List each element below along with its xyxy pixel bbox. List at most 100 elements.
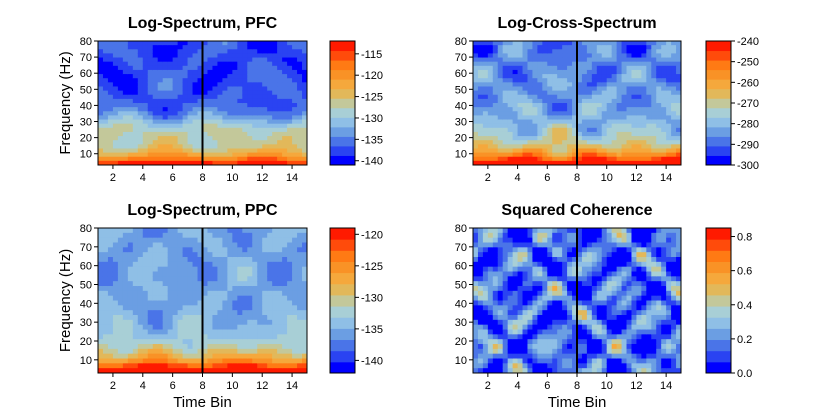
heatmap-cell [473, 136, 479, 141]
heatmap-cell [586, 61, 593, 67]
colorbar-swatch [706, 126, 731, 137]
heatmap-cell [247, 94, 253, 100]
heatmap-cell [162, 281, 169, 287]
heatmap-cell [671, 45, 677, 50]
heatmap-cell [207, 353, 214, 360]
heatmap-cell [606, 136, 613, 141]
heatmap-cell [182, 78, 189, 83]
heatmap-cell [507, 74, 514, 79]
heatmap-cell [482, 315, 489, 321]
heatmap-cell [502, 261, 509, 268]
heatmap-cell [127, 247, 134, 253]
heatmap-cell [292, 98, 298, 104]
heatmap-cell [671, 160, 677, 165]
heatmap-cell [147, 232, 154, 239]
heatmap-cell [287, 127, 293, 133]
heatmap-cell [552, 61, 558, 67]
heatmap-cell [497, 242, 504, 248]
heatmap-cell [232, 69, 238, 75]
heatmap-cell [197, 127, 204, 133]
heatmap-cell [487, 286, 494, 292]
heatmap-cell [282, 242, 288, 248]
heatmap-cell [502, 252, 509, 258]
heatmap-cell [547, 156, 553, 162]
heatmap-cell [532, 334, 538, 340]
heatmap-cell [512, 232, 519, 239]
heatmap-cell [567, 266, 573, 273]
heatmap-cell [262, 315, 268, 321]
heatmap-cell [676, 61, 681, 67]
heatmap-cell [142, 247, 149, 253]
heatmap-cell [257, 65, 263, 71]
heatmap-cell [242, 358, 248, 364]
heatmap-cell [636, 53, 642, 59]
heatmap-cell [591, 78, 598, 83]
heatmap-cell [502, 368, 509, 373]
heatmap-cell [482, 329, 489, 335]
heatmap-cell [636, 310, 642, 316]
heatmap-cell [512, 358, 519, 364]
heatmap-cell [117, 286, 124, 292]
heatmap-cell [182, 324, 189, 331]
heatmap-cell [567, 61, 573, 67]
heatmap-cell [487, 281, 494, 287]
heatmap-cell [142, 148, 149, 154]
heatmap-cell [132, 266, 139, 273]
heatmap-cell [112, 329, 119, 335]
heatmap-cell [557, 266, 563, 273]
heatmap-cell [626, 315, 633, 321]
heatmap-cell [596, 281, 603, 287]
heatmap-cell [192, 78, 199, 83]
heatmap-cell [626, 82, 633, 88]
heatmap-cell [547, 94, 553, 100]
heatmap-cell [497, 123, 504, 129]
heatmap-cell [292, 257, 298, 263]
heatmap-cell [646, 123, 652, 129]
heatmap-cell [107, 353, 114, 360]
heatmap-cell [482, 324, 489, 331]
heatmap-cell [611, 103, 618, 108]
heatmap-cell [577, 324, 583, 331]
heatmap-cell [292, 363, 298, 369]
heatmap-cell [177, 144, 184, 150]
heatmap-cell [272, 140, 278, 145]
heatmap-cell [651, 98, 657, 104]
heatmap-cell [257, 119, 263, 125]
heatmap-cell [102, 74, 109, 79]
colorbar-swatch [330, 272, 355, 285]
heatmap-cell [162, 242, 169, 248]
y-tick-label: 40 [80, 100, 92, 112]
heatmap-cell [497, 53, 504, 59]
heatmap-cell [98, 261, 104, 268]
heatmap-cell [132, 315, 139, 321]
heatmap-cell [252, 305, 258, 311]
heatmap-cell [581, 69, 588, 75]
heatmap-cell [666, 127, 672, 133]
heatmap-cell [282, 228, 288, 234]
heatmap-cell [177, 271, 184, 277]
heatmap-cell [527, 329, 534, 335]
heatmap-cell [117, 140, 124, 145]
heatmap-cell [247, 232, 253, 239]
heatmap-cell [547, 329, 553, 335]
heatmap-cell [586, 257, 593, 263]
heatmap-cell [577, 286, 583, 292]
heatmap-cell [572, 119, 578, 125]
heatmap-cell [671, 131, 677, 137]
heatmap-cell [237, 78, 243, 83]
heatmap-cell [112, 90, 119, 96]
heatmap-cell [107, 148, 114, 154]
heatmap-cell [596, 94, 603, 100]
heatmap-cell [631, 247, 638, 253]
heatmap-cell [537, 334, 543, 340]
heatmap-cell [292, 266, 298, 273]
heatmap-cell [292, 78, 298, 83]
heatmap-cell [626, 228, 633, 234]
heatmap-cell [202, 107, 209, 112]
heatmap-cell [611, 368, 618, 373]
heatmap-cell [247, 339, 253, 345]
heatmap-cell [577, 295, 583, 302]
heatmap-cell [562, 144, 568, 150]
heatmap-cell [152, 286, 159, 292]
colorbar-tick-label: -300 [737, 160, 759, 172]
